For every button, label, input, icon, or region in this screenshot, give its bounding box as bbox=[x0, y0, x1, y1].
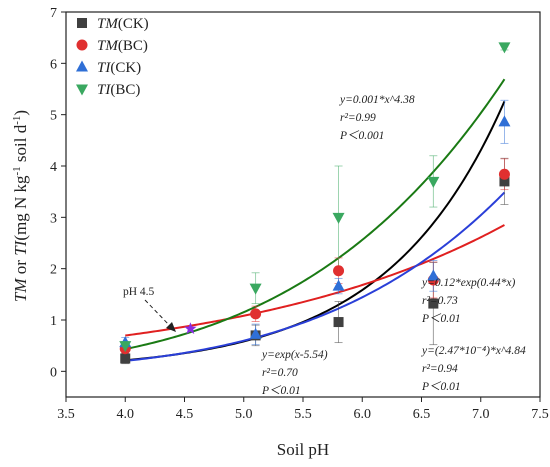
y-tick-label: 0 bbox=[50, 365, 57, 380]
data-point bbox=[333, 317, 344, 328]
data-point bbox=[427, 269, 440, 281]
legend-label: TI(BC) bbox=[97, 82, 140, 98]
eq-tmbc-line1: y=0.12*exp(0.44*x) bbox=[421, 277, 516, 289]
data-point bbox=[249, 283, 262, 295]
eq-tmbc-line2: r²=0.73 bbox=[422, 295, 458, 307]
ph-arrow-head bbox=[166, 322, 176, 332]
equation-tmck: y=exp(x-5.54) r²=0.70 P＜0.01 bbox=[261, 349, 328, 397]
data-point bbox=[332, 212, 345, 224]
data-point bbox=[249, 327, 262, 339]
legend-label: TI(CK) bbox=[97, 60, 141, 76]
eq-tmck-line3: P＜0.01 bbox=[261, 385, 301, 397]
fit-curve bbox=[125, 191, 506, 362]
x-tick-label: 5.5 bbox=[294, 407, 312, 422]
eq-tibc-line2: r²=0.99 bbox=[340, 112, 376, 124]
eq-tibc-line1: y=0.001*x^4.38 bbox=[339, 94, 415, 106]
x-tick-label: 4.5 bbox=[176, 407, 194, 422]
equation-tmbc: y=0.12*exp(0.44*x) r²=0.73 P＜0.01 bbox=[421, 277, 516, 325]
legend-marker bbox=[77, 18, 87, 28]
data-point bbox=[428, 298, 439, 309]
axes bbox=[61, 11, 541, 402]
fit-curve bbox=[125, 78, 506, 351]
eq-tick-line1: y=(2.47*10⁻⁴)*x^4.84 bbox=[421, 345, 526, 357]
legend: TM(CK) TM(BC) TI(CK) TI(BC) bbox=[76, 16, 149, 98]
equation-tick: y=(2.47*10⁻⁴)*x^4.84 r²=0.94 P＜0.01 bbox=[421, 345, 526, 393]
equation-tibc: y=0.001*x^4.38 r²=0.99 P＜0.001 bbox=[339, 94, 415, 142]
legend-label: TM(BC) bbox=[97, 38, 148, 54]
data-points bbox=[119, 42, 511, 364]
data-point bbox=[498, 42, 511, 54]
x-tick-label: 7.0 bbox=[472, 407, 490, 422]
y-tick-label: 3 bbox=[50, 211, 57, 226]
y-tick-label: 2 bbox=[50, 263, 57, 278]
eq-tmbc-line3: P＜0.01 bbox=[421, 313, 461, 325]
eq-tibc-line3: P＜0.001 bbox=[339, 130, 384, 142]
y-tick-label: 5 bbox=[50, 109, 57, 124]
x-tick-label: 6.0 bbox=[354, 407, 372, 422]
x-tick-label: 5.0 bbox=[235, 407, 253, 422]
eq-tmck-line1: y=exp(x-5.54) bbox=[261, 349, 328, 361]
y-axis-title: TM or TI(mg N kg-1 soil d-1) bbox=[11, 110, 30, 302]
data-point bbox=[499, 176, 510, 187]
ph-annotation: pH 4.5 bbox=[123, 286, 176, 332]
ph-arrow-line bbox=[144, 299, 172, 328]
x-tick-label: 3.5 bbox=[57, 407, 75, 422]
data-point bbox=[250, 308, 262, 320]
legend-marker bbox=[76, 60, 88, 72]
y-tick-label: 1 bbox=[50, 314, 57, 329]
y-tick-label: 6 bbox=[50, 57, 57, 72]
data-point bbox=[333, 265, 345, 277]
fit-curves bbox=[125, 78, 506, 362]
intersection-star-marker bbox=[184, 322, 197, 334]
data-point bbox=[427, 176, 440, 188]
fit-curve bbox=[125, 224, 505, 337]
y-tick-label: 4 bbox=[50, 160, 57, 175]
tick-labels: 3.5 4.0 4.5 5.0 5.5 6.0 6.5 7.0 7.5 0 1 2 3 4 5 6 7 bbox=[50, 6, 549, 422]
legend-label: TM(CK) bbox=[97, 16, 149, 32]
eq-tmck-line2: r²=0.70 bbox=[262, 367, 298, 379]
eq-tick-line3: P＜0.01 bbox=[421, 381, 461, 393]
data-point bbox=[119, 341, 132, 353]
x-tick-label: 6.5 bbox=[413, 407, 431, 422]
ph-label: pH 4.5 bbox=[123, 286, 155, 298]
data-point bbox=[498, 115, 511, 127]
legend-marker bbox=[76, 84, 88, 96]
data-point bbox=[120, 353, 131, 364]
x-axis-title: Soil pH bbox=[277, 440, 329, 459]
y-tick-label: 7 bbox=[50, 6, 57, 21]
legend-marker bbox=[76, 39, 88, 51]
data-point bbox=[332, 279, 345, 291]
data-point bbox=[498, 168, 510, 180]
eq-tick-line2: r²=0.94 bbox=[422, 363, 458, 375]
x-tick-label: 7.5 bbox=[531, 407, 549, 422]
x-tick-label: 4.0 bbox=[117, 407, 135, 422]
